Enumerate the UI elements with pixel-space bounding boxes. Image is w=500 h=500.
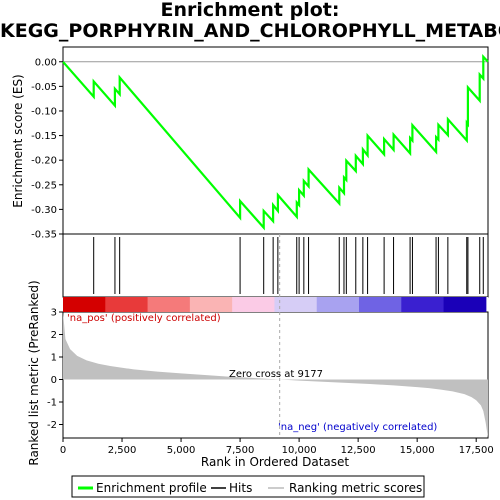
heatbar-segment — [147, 297, 191, 312]
metric-y-tick-label: -2 — [47, 420, 57, 431]
neg-correlated-label: 'na_neg' (negatively correlated) — [278, 422, 437, 433]
legend-hits-label: Hits — [229, 481, 252, 495]
x-tick-label: 12,500 — [341, 445, 376, 456]
es-y-tick-label: -0.10 — [31, 106, 57, 117]
x-tick-label: 15,000 — [400, 445, 435, 456]
metric-layer — [63, 234, 488, 438]
hits-panel — [62, 233, 489, 298]
es-profile-line — [62, 54, 489, 231]
es-y-tick-label: -0.25 — [31, 180, 57, 191]
metric-y-tick-label: 2 — [51, 330, 57, 341]
heatbar-segment — [359, 297, 402, 312]
chart-title-line2: KEGG_PORPHYRIN_AND_CHLOROPHYLL_METABOLIS… — [0, 20, 500, 42]
es-y-tick-label: -0.15 — [31, 131, 57, 142]
x-tick-label: 5,000 — [167, 445, 196, 456]
axes-layer: 0.00 -0.05 -0.10 -0.15 -0.20 -0.25 -0.30 -0.35 3… — [31, 57, 494, 456]
y-axis-label-es: Enrichment score (ES) — [11, 74, 25, 207]
metric-y-tick-label: -1 — [47, 398, 57, 409]
x-tick-label: 0 — [60, 445, 66, 456]
pos-correlated-label: 'na_pos' (positively correlated) — [67, 313, 221, 324]
es-layer — [62, 54, 489, 231]
legend-es-label: Enrichment profile — [96, 481, 207, 495]
heatbar-segment — [401, 297, 445, 312]
es-y-tick-label: -0.30 — [31, 205, 57, 216]
x-tick-label: 7,500 — [226, 445, 255, 456]
heatbar-layer — [63, 297, 487, 312]
chart-title-line1: Enrichment plot: — [160, 0, 340, 21]
es-y-tick-label: 0.00 — [35, 57, 57, 68]
heatbar-segment — [63, 297, 106, 312]
metric-y-tick-label: 3 — [51, 308, 57, 319]
legend-box — [71, 475, 425, 498]
es-panel — [62, 46, 489, 235]
metric-y-tick-label: 0 — [51, 375, 57, 386]
x-axis-label: Rank in Ordered Dataset — [201, 455, 349, 469]
hits-layer — [93, 237, 484, 294]
heatbar-segment — [274, 297, 318, 312]
y-axis-label-metric: Ranked list metric (PreRanked) — [27, 280, 41, 465]
heatbar-segment — [105, 297, 149, 312]
heatbar-segment — [316, 297, 360, 312]
legend: Enrichment profile Hits Ranking metric s… — [71, 475, 425, 498]
es-y-tick-label: -0.35 — [31, 230, 57, 241]
heatbar-segment — [443, 297, 487, 312]
es-y-tick-label: -0.05 — [31, 82, 57, 93]
zero-cross-label: Zero cross at 9177 — [229, 369, 323, 380]
legend-metric-label: Ranking metric scores — [289, 481, 422, 495]
x-tick-label: 17,500 — [459, 445, 494, 456]
metric-y-tick-label: 1 — [51, 353, 57, 364]
es-y-tick-label: -0.20 — [31, 156, 57, 167]
x-tick-label: 10,000 — [282, 445, 317, 456]
heatbar-segment — [189, 297, 233, 312]
ranking-metric-area — [63, 312, 488, 438]
heatbar-segment — [232, 297, 275, 312]
x-tick-label: 2,500 — [108, 445, 137, 456]
chart-title: Enrichment plot: KEGG_PORPHYRIN_AND_CHLO… — [0, 0, 500, 42]
